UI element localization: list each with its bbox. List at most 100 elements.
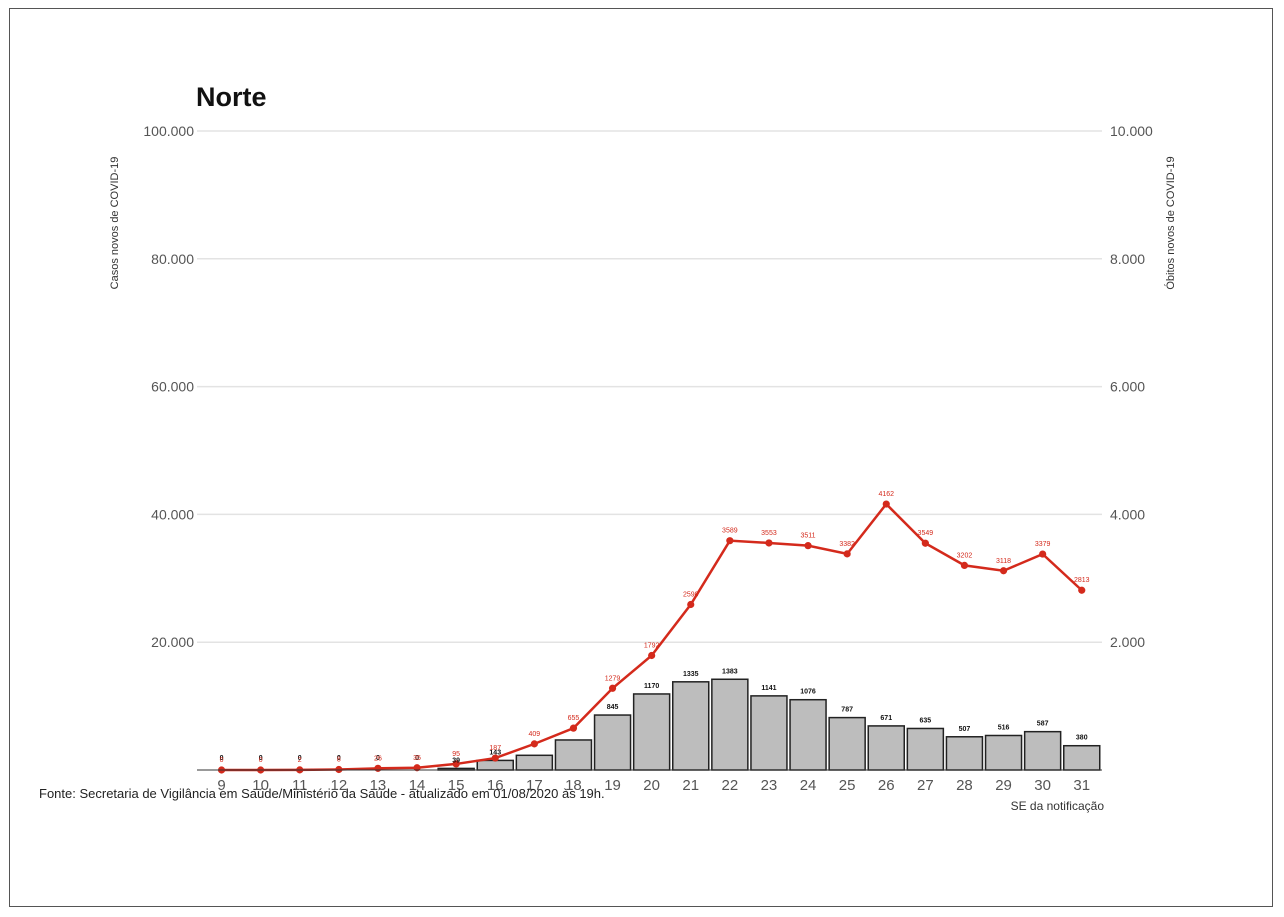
- x-tick-label: 19: [604, 777, 621, 794]
- line-point: [491, 754, 499, 762]
- bar-value-label: 1076: [800, 689, 816, 696]
- line-value-label: 1792: [644, 642, 660, 649]
- y-right-tick-label: 10.000: [1110, 123, 1153, 139]
- x-tick-label: 31: [1073, 777, 1090, 794]
- x-tick-label: 9: [217, 777, 225, 794]
- bar-value-label: 39: [452, 757, 460, 764]
- source-note: Fonte: Secretaria de Vigilância em Saúde…: [39, 786, 605, 801]
- bar: [1023, 730, 1062, 771]
- line-value-label: 8: [337, 756, 341, 763]
- bar-value-label: 635: [920, 717, 932, 724]
- line-value-label: 3382: [839, 541, 855, 548]
- bar-value-label: 0: [298, 755, 302, 762]
- x-tick-label: 18: [565, 777, 582, 794]
- figure-frame: 0 0 0 0 0 0 39 143 845 1170 1335 1383 1141 1076 787 671…: [9, 8, 1273, 907]
- bar-value-label: 0: [259, 755, 263, 762]
- x-tick-label: 28: [956, 777, 973, 794]
- bar-value-label: 587: [1037, 721, 1049, 728]
- x-tick-label: 11: [292, 777, 308, 794]
- line-point: [921, 539, 929, 547]
- line-point: [452, 760, 460, 768]
- line-value-label: 0: [259, 757, 263, 764]
- x-axis-label: SE da notificação: [1011, 799, 1105, 813]
- y-left-tick-label: 20.000: [151, 634, 194, 650]
- y-right-tick-label: 6.000: [1110, 379, 1145, 395]
- bar: [828, 716, 866, 771]
- bar: [984, 734, 1023, 771]
- y-left-tick-label: 60.000: [151, 379, 194, 395]
- bar: [554, 739, 593, 771]
- bar-value-label: 507: [959, 726, 971, 733]
- line-value-label: 409: [529, 731, 541, 738]
- y-right-tick-label: 8.000: [1110, 251, 1145, 267]
- line-point: [960, 561, 969, 569]
- x-tick-label: 27: [917, 777, 934, 794]
- x-tick-label: 22: [722, 777, 739, 794]
- bar-value-label: 516: [998, 724, 1010, 731]
- x-tick-label: 15: [448, 777, 465, 794]
- bar-value-label: 1141: [761, 685, 776, 692]
- line-value-label: 1279: [605, 675, 621, 682]
- bar: [672, 681, 710, 771]
- line-point: [687, 600, 695, 609]
- line-value-label: 3553: [761, 530, 777, 537]
- bar: [515, 754, 554, 771]
- line-point: [1078, 586, 1086, 594]
- bar: [1063, 744, 1101, 771]
- x-tick-label: 12: [331, 777, 348, 794]
- line-point: [804, 542, 812, 550]
- axes: 20.000 40.000 60.000 80.000 100.000 2.000 4.00…: [143, 123, 1153, 794]
- bar-value-label: 1170: [644, 683, 659, 690]
- bar-value-label: 0: [337, 755, 341, 762]
- gridlines: [197, 130, 1102, 643]
- line-value-label: 3118: [996, 558, 1011, 565]
- x-tick-label: 30: [1034, 777, 1051, 794]
- x-tick-label: 21: [682, 777, 699, 794]
- line-value-label: 3202: [957, 552, 973, 559]
- line-value-label: 187: [489, 745, 501, 752]
- bar: [906, 727, 945, 771]
- x-tick-label: 26: [878, 777, 895, 794]
- line-value-label: 95: [452, 751, 460, 758]
- line-value-label: 3511: [801, 533, 816, 540]
- line-value-label: 3589: [722, 528, 738, 535]
- x-tick-label: 29: [995, 777, 1012, 794]
- bar: [476, 759, 514, 771]
- y-axis-right-label: Óbitos novos de COVID-19: [1164, 156, 1177, 289]
- data-labels: 0 0 0 0 0 0 39 143 845 1170 1335 1383 1141 1076 787 671…: [220, 491, 1090, 764]
- bar-value-label: 1335: [683, 671, 699, 678]
- x-tick-label: 16: [487, 777, 504, 794]
- line-point: [1039, 550, 1047, 558]
- bar-value-label: 0: [415, 755, 419, 762]
- line-point: [569, 724, 578, 732]
- bar-value-label: 787: [841, 707, 853, 714]
- y-left-tick-label: 40.000: [151, 506, 194, 522]
- y-right-tick-label: 2.000: [1110, 634, 1145, 650]
- x-tick-label: 13: [370, 777, 387, 794]
- bar: [789, 698, 827, 771]
- line-value-label: 2813: [1074, 577, 1090, 584]
- line-point: [999, 567, 1008, 575]
- bar: [750, 695, 788, 771]
- y-right-tick-label: 4.000: [1110, 506, 1145, 522]
- chart-title: Norte: [196, 82, 267, 112]
- bar-value-label: 671: [880, 715, 892, 722]
- bar: [593, 714, 632, 771]
- line-value-label: 2: [298, 757, 302, 764]
- x-tick-label: 25: [839, 777, 856, 794]
- line-point: [374, 764, 382, 772]
- x-tick-label: 24: [800, 777, 817, 794]
- bar-value-label: 0: [376, 755, 380, 762]
- x-tick-label: 10: [252, 777, 269, 794]
- line-point: [882, 500, 890, 508]
- x-tick-label: 17: [526, 777, 543, 794]
- line-point: [530, 740, 538, 748]
- bar-value-label: 380: [1076, 735, 1088, 742]
- bar: [711, 678, 749, 771]
- line-value-label: 655: [568, 715, 580, 722]
- line-value-label: 4162: [878, 491, 894, 498]
- y-left-tick-label: 100.000: [143, 123, 194, 139]
- bar: [632, 693, 671, 771]
- line-value-label: 0: [220, 757, 224, 764]
- bar-value-label: 0: [220, 755, 224, 762]
